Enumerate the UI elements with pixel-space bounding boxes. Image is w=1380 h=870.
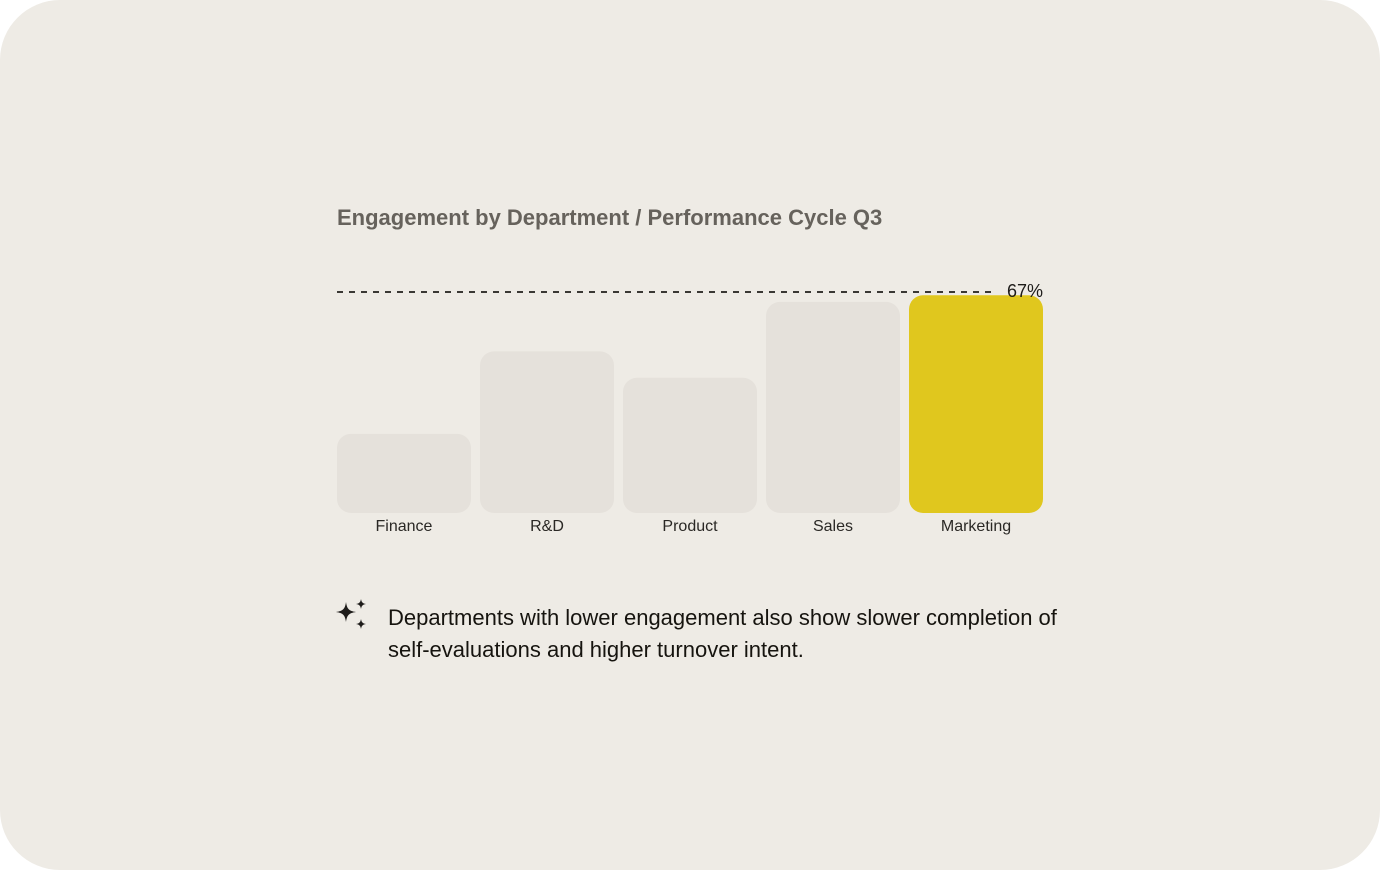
chart-plot bbox=[337, 291, 1043, 513]
bar-product bbox=[623, 377, 757, 513]
chart-title: Engagement by Department / Performance C… bbox=[337, 205, 883, 230]
reference-line-label: 67% bbox=[1006, 281, 1043, 301]
category-label-marketing: Marketing bbox=[940, 518, 1012, 535]
bar-rd bbox=[480, 351, 614, 513]
category-label-rd: R&D bbox=[530, 518, 564, 535]
category-label-finance: Finance bbox=[375, 518, 433, 535]
bar-chart: 67% Finance R&D Product Sales Marketing bbox=[337, 270, 1047, 550]
bar-marketing bbox=[909, 295, 1043, 513]
sparkle-icon bbox=[336, 599, 366, 629]
insight-note: Departments with lower engagement also s… bbox=[334, 598, 1094, 678]
bar-finance bbox=[337, 433, 471, 513]
category-label-product: Product bbox=[662, 518, 718, 535]
category-label-sales: Sales bbox=[812, 518, 854, 535]
bar-sales bbox=[766, 301, 900, 513]
insight-text: Departments with lower engagement also s… bbox=[388, 605, 1057, 662]
